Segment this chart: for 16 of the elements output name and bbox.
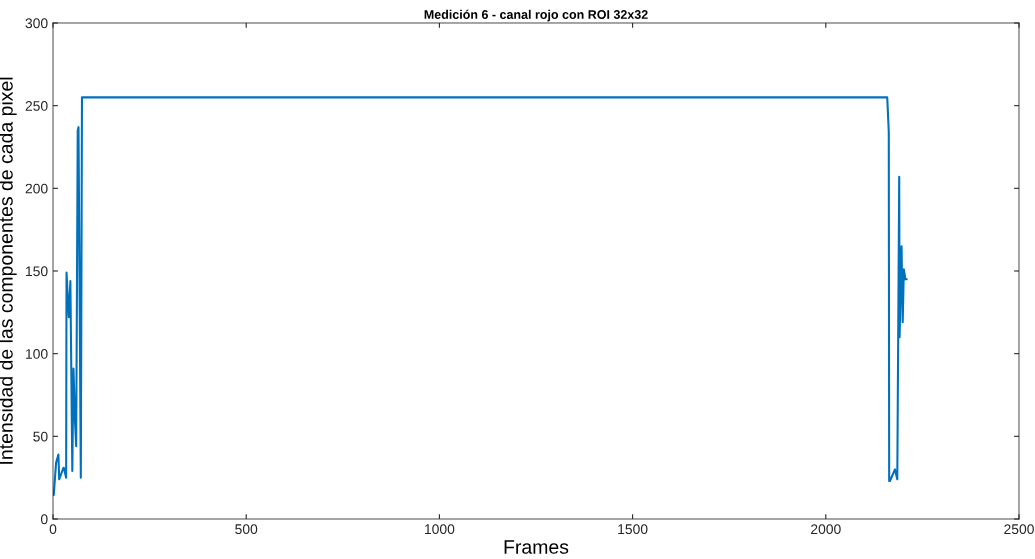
y-tick-label: 100 [26,349,48,359]
y-tick-label: 50 [33,431,48,442]
y-tick-label: 200 [25,183,48,194]
x-tick-label: 1500 [618,524,648,535]
chart-title: Medición 6 - canal rojo con ROI 32x32 [424,9,648,22]
x-tick-label: 2500 [1004,524,1034,535]
x-tick-label: 0 [49,524,57,535]
x-tick-label: 500 [235,524,258,535]
x-tick-label: 2000 [811,524,841,535]
x-tick-label: 1000 [425,524,455,535]
y-tick-label: 250 [25,101,48,111]
y-tick-label: 150 [26,266,48,277]
y-tick-label: 0 [40,514,48,525]
line-series [53,96,908,497]
y-tick-label: 300 [25,18,48,29]
x-axis-title: Frames [504,540,569,554]
